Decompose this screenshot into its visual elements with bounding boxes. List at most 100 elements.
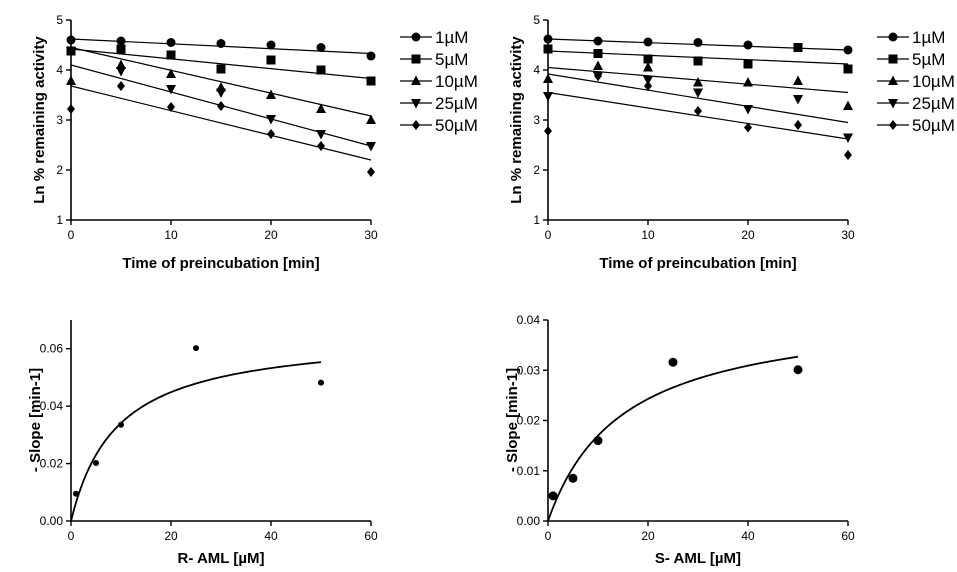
- x-tick-label: 30: [841, 228, 855, 242]
- data-point: [744, 122, 752, 133]
- data-point: [794, 120, 802, 130]
- data-point: [216, 39, 226, 48]
- data-point: [543, 73, 553, 83]
- data-point: [644, 81, 652, 91]
- y-tick-label: 0.00: [517, 514, 541, 528]
- fit-curve: [547, 355, 799, 522]
- data-point: [366, 114, 376, 124]
- x-tick-label: 20: [641, 529, 655, 543]
- data-point: [593, 436, 603, 446]
- x-tick-label: 10: [164, 228, 178, 242]
- x-tick-label: 0: [68, 228, 75, 242]
- data-point: [693, 38, 703, 47]
- legend-label: 50µM: [435, 116, 478, 135]
- data-point: [266, 115, 276, 125]
- data-point: [73, 490, 79, 497]
- data-point: [694, 106, 702, 116]
- y-axis-label: - Slope [min-1]: [504, 368, 521, 472]
- data-point: [693, 77, 703, 87]
- fit-curve: [70, 361, 322, 522]
- y-tick-label: 2: [56, 163, 63, 177]
- data-point: [166, 50, 176, 60]
- data-point: [793, 75, 803, 85]
- data-point: [743, 105, 753, 115]
- legend-label: 10µM: [435, 72, 478, 91]
- data-point: [116, 36, 126, 46]
- x-tick-label: 0: [68, 529, 75, 543]
- data-point: [166, 85, 176, 95]
- data-point: [543, 92, 553, 102]
- data-point: [66, 47, 76, 57]
- data-point: [548, 491, 558, 501]
- y-tick-label: 1: [533, 213, 540, 227]
- data-point: [316, 43, 326, 52]
- data-point: [843, 133, 853, 143]
- y-tick-label: 0.06: [40, 342, 64, 356]
- data-point: [318, 379, 324, 386]
- legend-label: 10µM: [912, 72, 955, 91]
- data-point: [743, 59, 753, 69]
- y-axis-label: - Slope [min-1]: [27, 368, 44, 472]
- legend-label: 1µM: [912, 28, 945, 47]
- data-point: [366, 51, 376, 61]
- legend-marker: [888, 54, 898, 64]
- data-point: [216, 64, 226, 74]
- legend-label: 1µM: [435, 28, 468, 47]
- y-tick-label: 0.01: [517, 464, 541, 478]
- x-tick-label: 60: [841, 529, 855, 543]
- data-point: [844, 150, 852, 160]
- data-point: [216, 88, 226, 98]
- legend-marker: [411, 32, 421, 42]
- fit-line: [547, 73, 849, 124]
- data-point: [267, 129, 275, 139]
- x-axis-label: Time of preincubation [min]: [122, 255, 319, 272]
- data-point: [116, 44, 126, 54]
- fit-line: [70, 48, 372, 80]
- data-point: [166, 68, 176, 78]
- x-tick-label: 0: [545, 529, 552, 543]
- legend-label: 25µM: [435, 94, 478, 113]
- data-point: [118, 421, 124, 428]
- data-point: [193, 345, 199, 352]
- data-point: [66, 75, 76, 85]
- legend-marker: [888, 99, 898, 109]
- legend-label: 50µM: [912, 116, 955, 135]
- data-point: [116, 67, 126, 77]
- data-point: [93, 459, 99, 466]
- x-tick-label: 30: [364, 228, 378, 242]
- data-point: [643, 37, 653, 47]
- y-tick-label: 4: [533, 63, 540, 77]
- x-tick-label: 60: [364, 529, 378, 543]
- legend-label: 25µM: [912, 94, 955, 113]
- data-point: [316, 130, 326, 140]
- data-point: [366, 76, 376, 86]
- data-point: [117, 81, 125, 91]
- legend-marker: [411, 75, 421, 85]
- legend-label: 5µM: [912, 50, 945, 69]
- x-tick-label: 0: [545, 228, 552, 242]
- y-tick-label: 1: [56, 213, 63, 227]
- data-point: [743, 77, 753, 87]
- data-point: [793, 43, 803, 52]
- data-point: [66, 35, 76, 45]
- data-point: [843, 64, 853, 74]
- data-point: [843, 100, 853, 110]
- legend-marker: [889, 120, 897, 130]
- legend-marker: [411, 99, 421, 109]
- x-axis-label: R- AML [µM]: [178, 550, 265, 567]
- x-tick-label: 20: [164, 529, 178, 543]
- legend-label: 5µM: [435, 50, 468, 69]
- x-tick-label: 20: [264, 228, 278, 242]
- data-point: [543, 44, 553, 54]
- y-tick-label: 4: [56, 63, 63, 77]
- data-point: [266, 55, 276, 65]
- data-point: [693, 88, 703, 98]
- y-tick-label: 5: [533, 13, 540, 27]
- data-point: [594, 71, 602, 81]
- legend-marker: [412, 120, 420, 130]
- data-point: [316, 103, 326, 113]
- data-point: [793, 95, 803, 105]
- data-point: [643, 62, 653, 72]
- data-point: [266, 40, 276, 50]
